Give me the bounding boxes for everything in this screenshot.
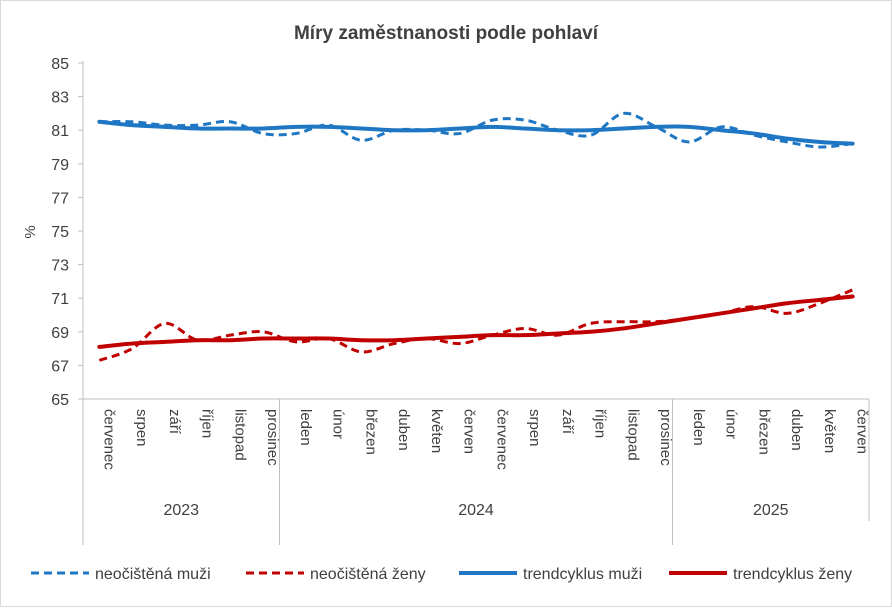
x-tick-label: únor bbox=[723, 409, 740, 439]
y-axis-label: % bbox=[22, 225, 39, 238]
series-line-trendcyklus-zeny bbox=[97, 294, 855, 349]
y-tick-label: 85 bbox=[51, 56, 69, 73]
x-tick-label: prosinec bbox=[264, 409, 281, 466]
y-tick-label: 71 bbox=[51, 291, 69, 308]
legend-label: trendcyklus ženy bbox=[733, 566, 852, 583]
x-tick-label: únor bbox=[330, 409, 347, 439]
legend-label: trendcyklus muži bbox=[523, 566, 642, 583]
series-line-trendcyklus-muzi bbox=[97, 119, 855, 146]
x-tick-label: květen bbox=[821, 409, 838, 453]
y-tick-label: 69 bbox=[51, 325, 69, 342]
y-tick-label: 83 bbox=[51, 90, 69, 107]
x-tick-label: srpen bbox=[526, 409, 543, 447]
x-tick-label: prosinec bbox=[657, 409, 674, 466]
axes bbox=[78, 61, 870, 545]
x-tick-label: červen bbox=[854, 409, 871, 454]
x-tick-label: listopad bbox=[624, 409, 641, 461]
y-tick-label: 81 bbox=[51, 123, 69, 140]
x-tick-label: duben bbox=[395, 409, 412, 451]
x-tick-label: duben bbox=[788, 409, 805, 451]
x-tick-label: srpen bbox=[133, 409, 150, 447]
x-tick-labels: červenec srpen září říjen listopad prosinec le… bbox=[100, 409, 870, 470]
year-label: 2025 bbox=[753, 502, 789, 519]
x-tick-label: září bbox=[166, 409, 183, 435]
year-label: 2023 bbox=[163, 502, 199, 519]
legend-label: neočištěná ženy bbox=[310, 566, 426, 583]
x-tick-label: březen bbox=[362, 409, 379, 455]
x-tick-label: červenec bbox=[493, 409, 510, 470]
x-tick-label: září bbox=[559, 409, 576, 435]
x-tick-label: březen bbox=[755, 409, 772, 455]
y-tick-label: 65 bbox=[51, 392, 69, 409]
y-tick-labels: 65 67 69 71 73 75 77 79 81 83 85 bbox=[51, 56, 69, 409]
x-tick-label: leden bbox=[297, 409, 314, 446]
y-tick-label: 77 bbox=[51, 190, 69, 207]
series-line-neocistena-zeny bbox=[98, 288, 854, 362]
x-tick-label: říjen bbox=[199, 409, 216, 438]
x-tick-label: říjen bbox=[592, 409, 609, 438]
y-tick-label: 67 bbox=[51, 358, 69, 375]
year-labels: 2023 2024 2025 bbox=[163, 502, 788, 519]
x-tick-label: červenec bbox=[100, 409, 117, 470]
y-tick-label: 73 bbox=[51, 258, 69, 275]
legend-label: neočištěná muži bbox=[95, 566, 211, 583]
x-tick-label: leden bbox=[690, 409, 707, 446]
chart-title: Míry zaměstnanosti podle pohlaví bbox=[294, 23, 599, 44]
x-tick-label: květen bbox=[428, 409, 445, 453]
y-tick-label: 75 bbox=[51, 224, 69, 241]
series-line-neocistena-muzi bbox=[99, 111, 853, 149]
legend: neočištěná muži neočištěná ženy trendcyklu… bbox=[31, 566, 852, 583]
y-tick-label: 79 bbox=[51, 157, 69, 174]
x-tick-label: listopad bbox=[231, 409, 248, 461]
year-label: 2024 bbox=[458, 502, 494, 519]
series-lines bbox=[97, 111, 855, 362]
x-tick-label: červen bbox=[461, 409, 478, 454]
